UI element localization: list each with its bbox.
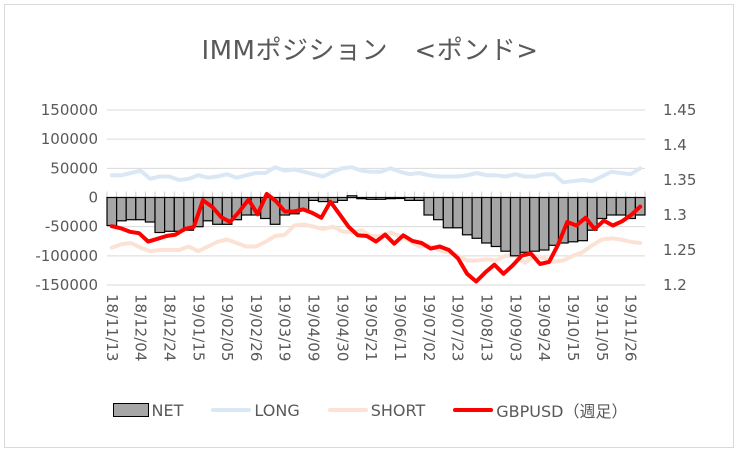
x-tick-label: 18/11/13 (103, 294, 121, 361)
legend-swatch-short (327, 408, 368, 412)
net-bar (433, 196, 444, 221)
x-tick-label: 19/04/30 (333, 294, 351, 361)
net-bar (164, 196, 175, 232)
x-tick-label: 19/03/19 (276, 294, 294, 361)
net-bar (442, 196, 454, 229)
net-bar (605, 196, 617, 216)
net-bar (413, 196, 425, 202)
legend-label-long: LONG (254, 400, 300, 420)
x-tick-label: 19/07/02 (420, 294, 438, 361)
long-line (109, 165, 643, 185)
y-left-tick-label: -150000 (35, 276, 98, 294)
y-left-tick-label: 100000 (41, 130, 98, 148)
y-left-tick-label: 0 (88, 189, 98, 207)
y-right-tick-label: 1.25 (663, 241, 696, 259)
x-tick-label: 19/10/15 (564, 294, 582, 361)
net-bar (308, 196, 319, 202)
x-tick-label: 19/09/24 (535, 294, 553, 361)
gbpusd-line (109, 192, 643, 284)
net-bar (135, 196, 147, 221)
legend-item-long: LONG (211, 400, 300, 420)
net-bar (452, 196, 464, 229)
chart-legend: NET LONG SHORT GBPUSD（週足） (0, 398, 740, 422)
net-bar (519, 196, 531, 253)
net-bar (529, 196, 540, 252)
chart-title: IMMポジション <ポンド> (201, 36, 539, 66)
net-bar (461, 196, 473, 236)
legend-label-short: SHORT (370, 400, 426, 420)
net-bar (509, 196, 521, 257)
net-bar (144, 196, 156, 223)
legend-swatch-gbpusd (453, 408, 494, 412)
legend-swatch-net (112, 403, 149, 417)
net-bar (481, 196, 492, 244)
net-bar (125, 196, 137, 221)
legend-swatch-long (211, 408, 252, 412)
net-bar (365, 196, 377, 200)
net-bar (596, 196, 608, 220)
y-left-tick-label: -50000 (45, 218, 98, 236)
net-bar (106, 196, 118, 227)
net-bar (490, 196, 502, 248)
net-bar (115, 196, 127, 222)
x-tick-label: 19/02/26 (247, 294, 265, 361)
y-left-tick-label: 50000 (50, 159, 98, 177)
legend-item-gbpusd: GBPUSD（週足） (453, 398, 627, 422)
net-bar (375, 196, 387, 200)
legend-item-net: NET (112, 400, 184, 420)
net-bar (548, 196, 560, 246)
x-tick-label: 19/02/05 (218, 294, 236, 361)
net-bar (173, 196, 185, 232)
legend-item-short: SHORT (327, 400, 426, 420)
y-right-tick-label: 1.2 (663, 276, 687, 294)
x-tick-label: 18/12/04 (132, 294, 150, 361)
y-left-tick-label: 150000 (41, 101, 98, 119)
y-left-tick-label: -100000 (35, 247, 98, 265)
x-tick-label: 19/08/13 (478, 294, 496, 361)
legend-label-net: NET (151, 400, 184, 420)
y-right-tick-label: 1.3 (663, 206, 687, 224)
net-bar (317, 196, 329, 203)
x-tick-label: 19/01/15 (189, 294, 207, 361)
y-right-tick-label: 1.35 (663, 171, 696, 189)
y-right-tick-label: 1.4 (663, 136, 687, 154)
net-bar (567, 196, 579, 243)
net-bar (346, 195, 358, 199)
net-bar (394, 196, 406, 200)
y-right-tick-label: 1.45 (663, 101, 696, 119)
x-tick-label: 19/11/26 (622, 294, 640, 361)
net-bar (404, 196, 415, 202)
net-bar (471, 196, 483, 239)
x-tick-label: 19/07/23 (449, 294, 467, 361)
net-bar (356, 196, 367, 200)
x-tick-label: 19/09/03 (506, 294, 524, 361)
x-tick-label: 18/12/24 (160, 294, 178, 361)
net-bar (337, 196, 348, 202)
x-tick-label: 19/11/05 (593, 294, 611, 361)
net-bar (385, 196, 396, 200)
net-bar (423, 196, 435, 216)
x-tick-label: 19/05/21 (362, 294, 380, 361)
net-bar (154, 196, 166, 234)
net-bar (615, 196, 627, 216)
x-tick-label: 19/04/09 (305, 294, 323, 361)
short-line (109, 222, 643, 265)
legend-label-gbpusd: GBPUSD（週足） (496, 402, 628, 421)
net-bar (538, 196, 550, 251)
net-bar (500, 196, 512, 252)
x-tick-label: 19/06/11 (391, 294, 409, 361)
